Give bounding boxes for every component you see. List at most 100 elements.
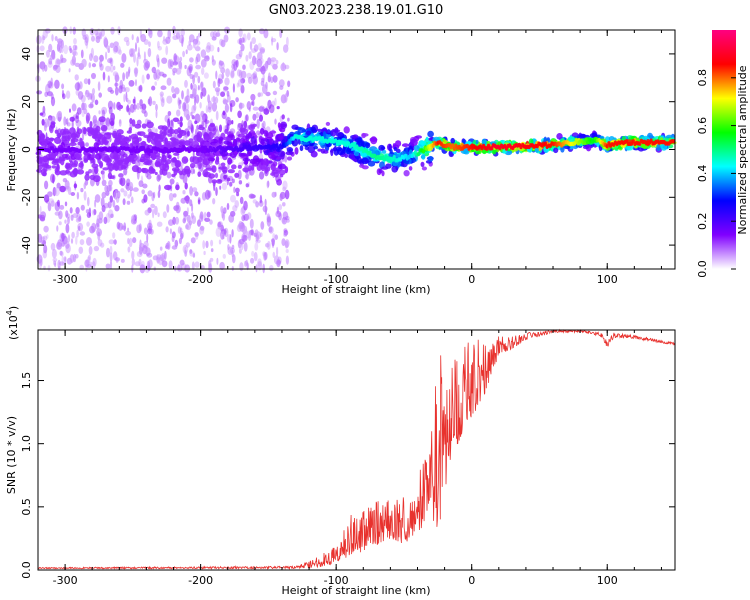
heatmap-cell [118, 49, 122, 55]
heatmap-cell [97, 81, 101, 92]
heatmap-cell [337, 147, 344, 156]
heatmap-cell [220, 205, 224, 213]
heatmap-cell [99, 63, 104, 71]
heatmap-cell [89, 53, 93, 62]
heatmap-cell [181, 156, 189, 164]
heatmap-cell [242, 167, 250, 173]
heatmap-cell [197, 84, 200, 91]
y-tick-label: 0.0 [20, 561, 33, 579]
heatmap-cell [56, 182, 61, 189]
heatmap-cell [86, 221, 90, 227]
heatmap-cell [291, 139, 295, 145]
heatmap-cell [130, 215, 135, 223]
heatmap-cell [94, 99, 99, 106]
heatmap-cell [159, 129, 164, 136]
heatmap-cell [130, 48, 136, 55]
heatmap-cell [207, 157, 216, 162]
heatmap-cell [245, 54, 249, 62]
heatmap-cell [247, 231, 252, 241]
heatmap-cell [287, 117, 290, 122]
heatmap-cell [157, 190, 161, 199]
heatmap-cell [186, 88, 190, 98]
heatmap-cell [255, 201, 259, 208]
heatmap-cell [93, 132, 98, 138]
heatmap-cell [119, 79, 124, 90]
heatmap-cell [156, 174, 161, 182]
heatmap-cell [239, 262, 244, 272]
heatmap-cell [107, 75, 110, 83]
heatmap-cell [219, 38, 224, 46]
heatmap-cell [220, 162, 226, 167]
heatmap-cell [238, 221, 243, 226]
heatmap-cell [123, 93, 126, 103]
heatmap-cell [98, 116, 106, 123]
heatmap-cell [200, 81, 204, 92]
heatmap-cell [160, 85, 167, 90]
heatmap-cell [184, 64, 187, 70]
heatmap-cell [278, 204, 283, 211]
heatmap-cell [147, 265, 151, 272]
heatmap-cell [200, 49, 207, 58]
heatmap-cell [421, 166, 427, 171]
heatmap-cell [194, 71, 199, 78]
colorbar: 0.0 0.2 0.4 0.6 0.8 Normalized spectral ampl… [696, 30, 749, 278]
heatmap-cell [267, 75, 271, 83]
y-tick-label: 1.5 [20, 372, 33, 390]
heatmap-cell [57, 265, 61, 271]
ridge-cell [573, 141, 577, 146]
heatmap-cell [185, 195, 190, 204]
heatmap-cell [395, 140, 402, 147]
heatmap-cell [54, 169, 61, 176]
heatmap-cell [122, 153, 128, 158]
heatmap-cell [216, 257, 219, 265]
heatmap-cell [237, 133, 245, 138]
heatmap-cell [197, 197, 201, 203]
heatmap-cell [60, 251, 64, 257]
heatmap-cell [257, 51, 263, 61]
heatmap-cell [563, 145, 571, 149]
heatmap-cell [254, 242, 259, 251]
ridge-cell [134, 148, 138, 154]
heatmap-cell [173, 152, 180, 156]
heatmap-cell [283, 229, 289, 236]
heatmap-cell [156, 221, 163, 227]
heatmap-cell [230, 68, 235, 78]
heatmap-cell [186, 44, 193, 51]
heatmap-cell [118, 173, 124, 178]
heatmap-cell [286, 156, 293, 161]
heatmap-cell [154, 162, 161, 168]
heatmap-cell [90, 154, 98, 158]
heatmap-cell [57, 40, 63, 48]
heatmap-cell [217, 78, 223, 84]
heatmap-cell [211, 179, 218, 184]
heatmap-cell [207, 106, 212, 113]
heatmap-cell [103, 36, 108, 46]
heatmap-cell [237, 169, 242, 180]
heatmap-cell [70, 59, 76, 66]
heatmap-cell [65, 164, 73, 170]
heatmap-cell [231, 120, 234, 125]
heatmap-cell [93, 245, 100, 252]
heatmap-cell [240, 78, 246, 84]
heatmap-cell [270, 57, 277, 62]
heatmap-cell [191, 261, 195, 271]
heatmap-cell [264, 166, 268, 174]
heatmap-cell [252, 123, 257, 127]
snr-series-line [38, 328, 675, 571]
heatmap-cell [53, 64, 58, 70]
heatmap-cell [50, 96, 56, 107]
heatmap-cell [241, 214, 246, 222]
heatmap-cell [184, 79, 188, 88]
heatmap-cell [224, 128, 229, 134]
heatmap-cell [205, 167, 214, 171]
heatmap-cell [106, 158, 112, 164]
heatmap-cell [165, 159, 172, 165]
heatmap-cell [59, 204, 65, 210]
x-tick-label: -100 [324, 574, 349, 587]
heatmap-cell [155, 103, 158, 111]
heatmap-cell [271, 36, 274, 46]
heatmap-cell [105, 263, 111, 269]
heatmap-cell [187, 65, 193, 71]
heatmap-cell [283, 44, 289, 53]
heatmap-cell [82, 102, 87, 111]
